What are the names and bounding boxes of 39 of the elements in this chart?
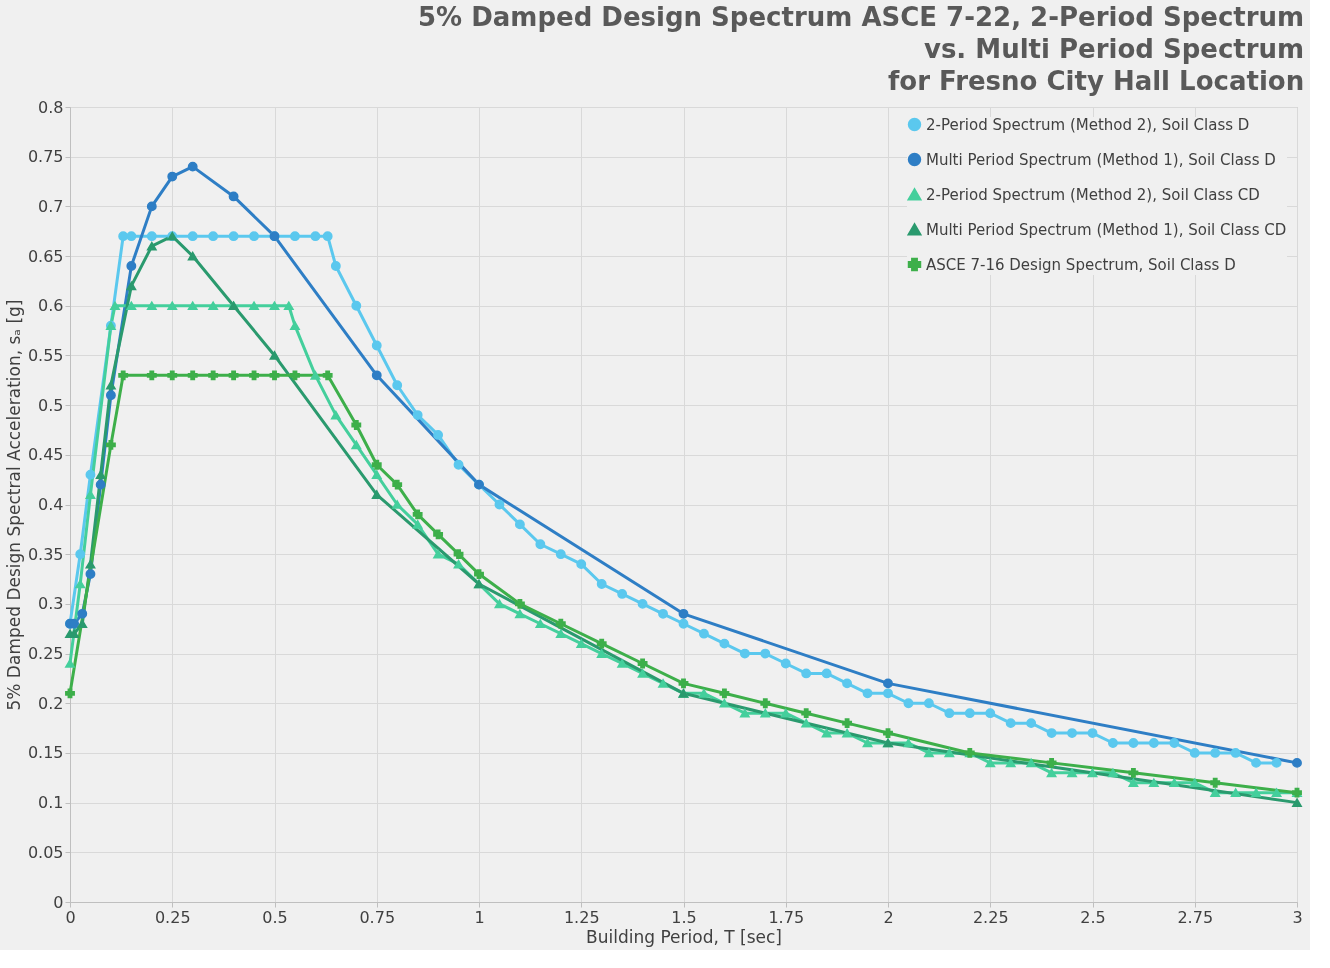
y-tick-label: 0.1 bbox=[38, 793, 64, 813]
y-tick-label: 0.75 bbox=[27, 147, 64, 167]
x-tick-label: 0.5 bbox=[262, 907, 288, 927]
legend-label: 2-Period Spectrum (Method 2), Soil Class D bbox=[926, 115, 1250, 134]
y-tick-label: 0.15 bbox=[27, 743, 64, 763]
x-tick-label: 0.25 bbox=[154, 907, 191, 927]
x-axis-title: Building Period, T [sec] bbox=[586, 926, 782, 947]
text: vs. Multi Period Spectrum bbox=[923, 34, 1305, 64]
y-tick-label: 0 bbox=[53, 892, 64, 912]
legend-label: ASCE 7-16 Design Spectrum, Soil Class D bbox=[926, 255, 1236, 274]
y-tick-label: 0.3 bbox=[38, 594, 64, 614]
y-tick-label: 0.65 bbox=[27, 246, 64, 266]
text: 5% Damped Design Spectrum ASCE 7-22, 2-Period Spectrum bbox=[418, 2, 1305, 32]
legend-label: Multi Period Spectrum (Method 1), Soil Class CD bbox=[926, 220, 1287, 239]
y-tick-label: 0.05 bbox=[27, 842, 64, 862]
y-tick-label: 0.45 bbox=[27, 445, 64, 465]
x-tick-label: 1.25 bbox=[563, 907, 600, 927]
x-tick-label: 3 bbox=[1292, 907, 1303, 927]
x-tick-label: 1.5 bbox=[671, 907, 697, 927]
y-tick-label: 0.2 bbox=[38, 693, 64, 713]
text: for Fresno City Hall Location bbox=[887, 66, 1305, 96]
y-tick-label: 0.6 bbox=[38, 296, 64, 316]
x-tick-label: 0.75 bbox=[359, 907, 396, 927]
x-tick-label: 1 bbox=[474, 907, 485, 927]
legend-label: 2-Period Spectrum (Method 2), Soil Class CD bbox=[926, 185, 1260, 204]
x-tick-label: 2.5 bbox=[1080, 907, 1106, 927]
x-tick-label: 2.75 bbox=[1177, 907, 1214, 927]
y-tick-label: 0.7 bbox=[38, 196, 64, 216]
y-tick-label: 0.8 bbox=[38, 97, 64, 117]
y-tick-label: 0.5 bbox=[38, 395, 64, 415]
y-axis-title: 5% Damped Design Spectral Acceleration, sₐ [g] bbox=[3, 299, 24, 711]
y-tick-label: 0.35 bbox=[27, 544, 64, 564]
x-tick-label: 2 bbox=[883, 907, 894, 927]
y-tick-label: 0.25 bbox=[27, 644, 64, 664]
x-tick-label: 1.75 bbox=[768, 907, 805, 927]
x-tick-label: 2.25 bbox=[972, 907, 1009, 927]
y-tick-label: 0.55 bbox=[27, 345, 64, 365]
y-tick-label: 0.4 bbox=[38, 495, 64, 514]
legend-label: Multi Period Spectrum (Method 1), Soil Class D bbox=[926, 150, 1276, 169]
